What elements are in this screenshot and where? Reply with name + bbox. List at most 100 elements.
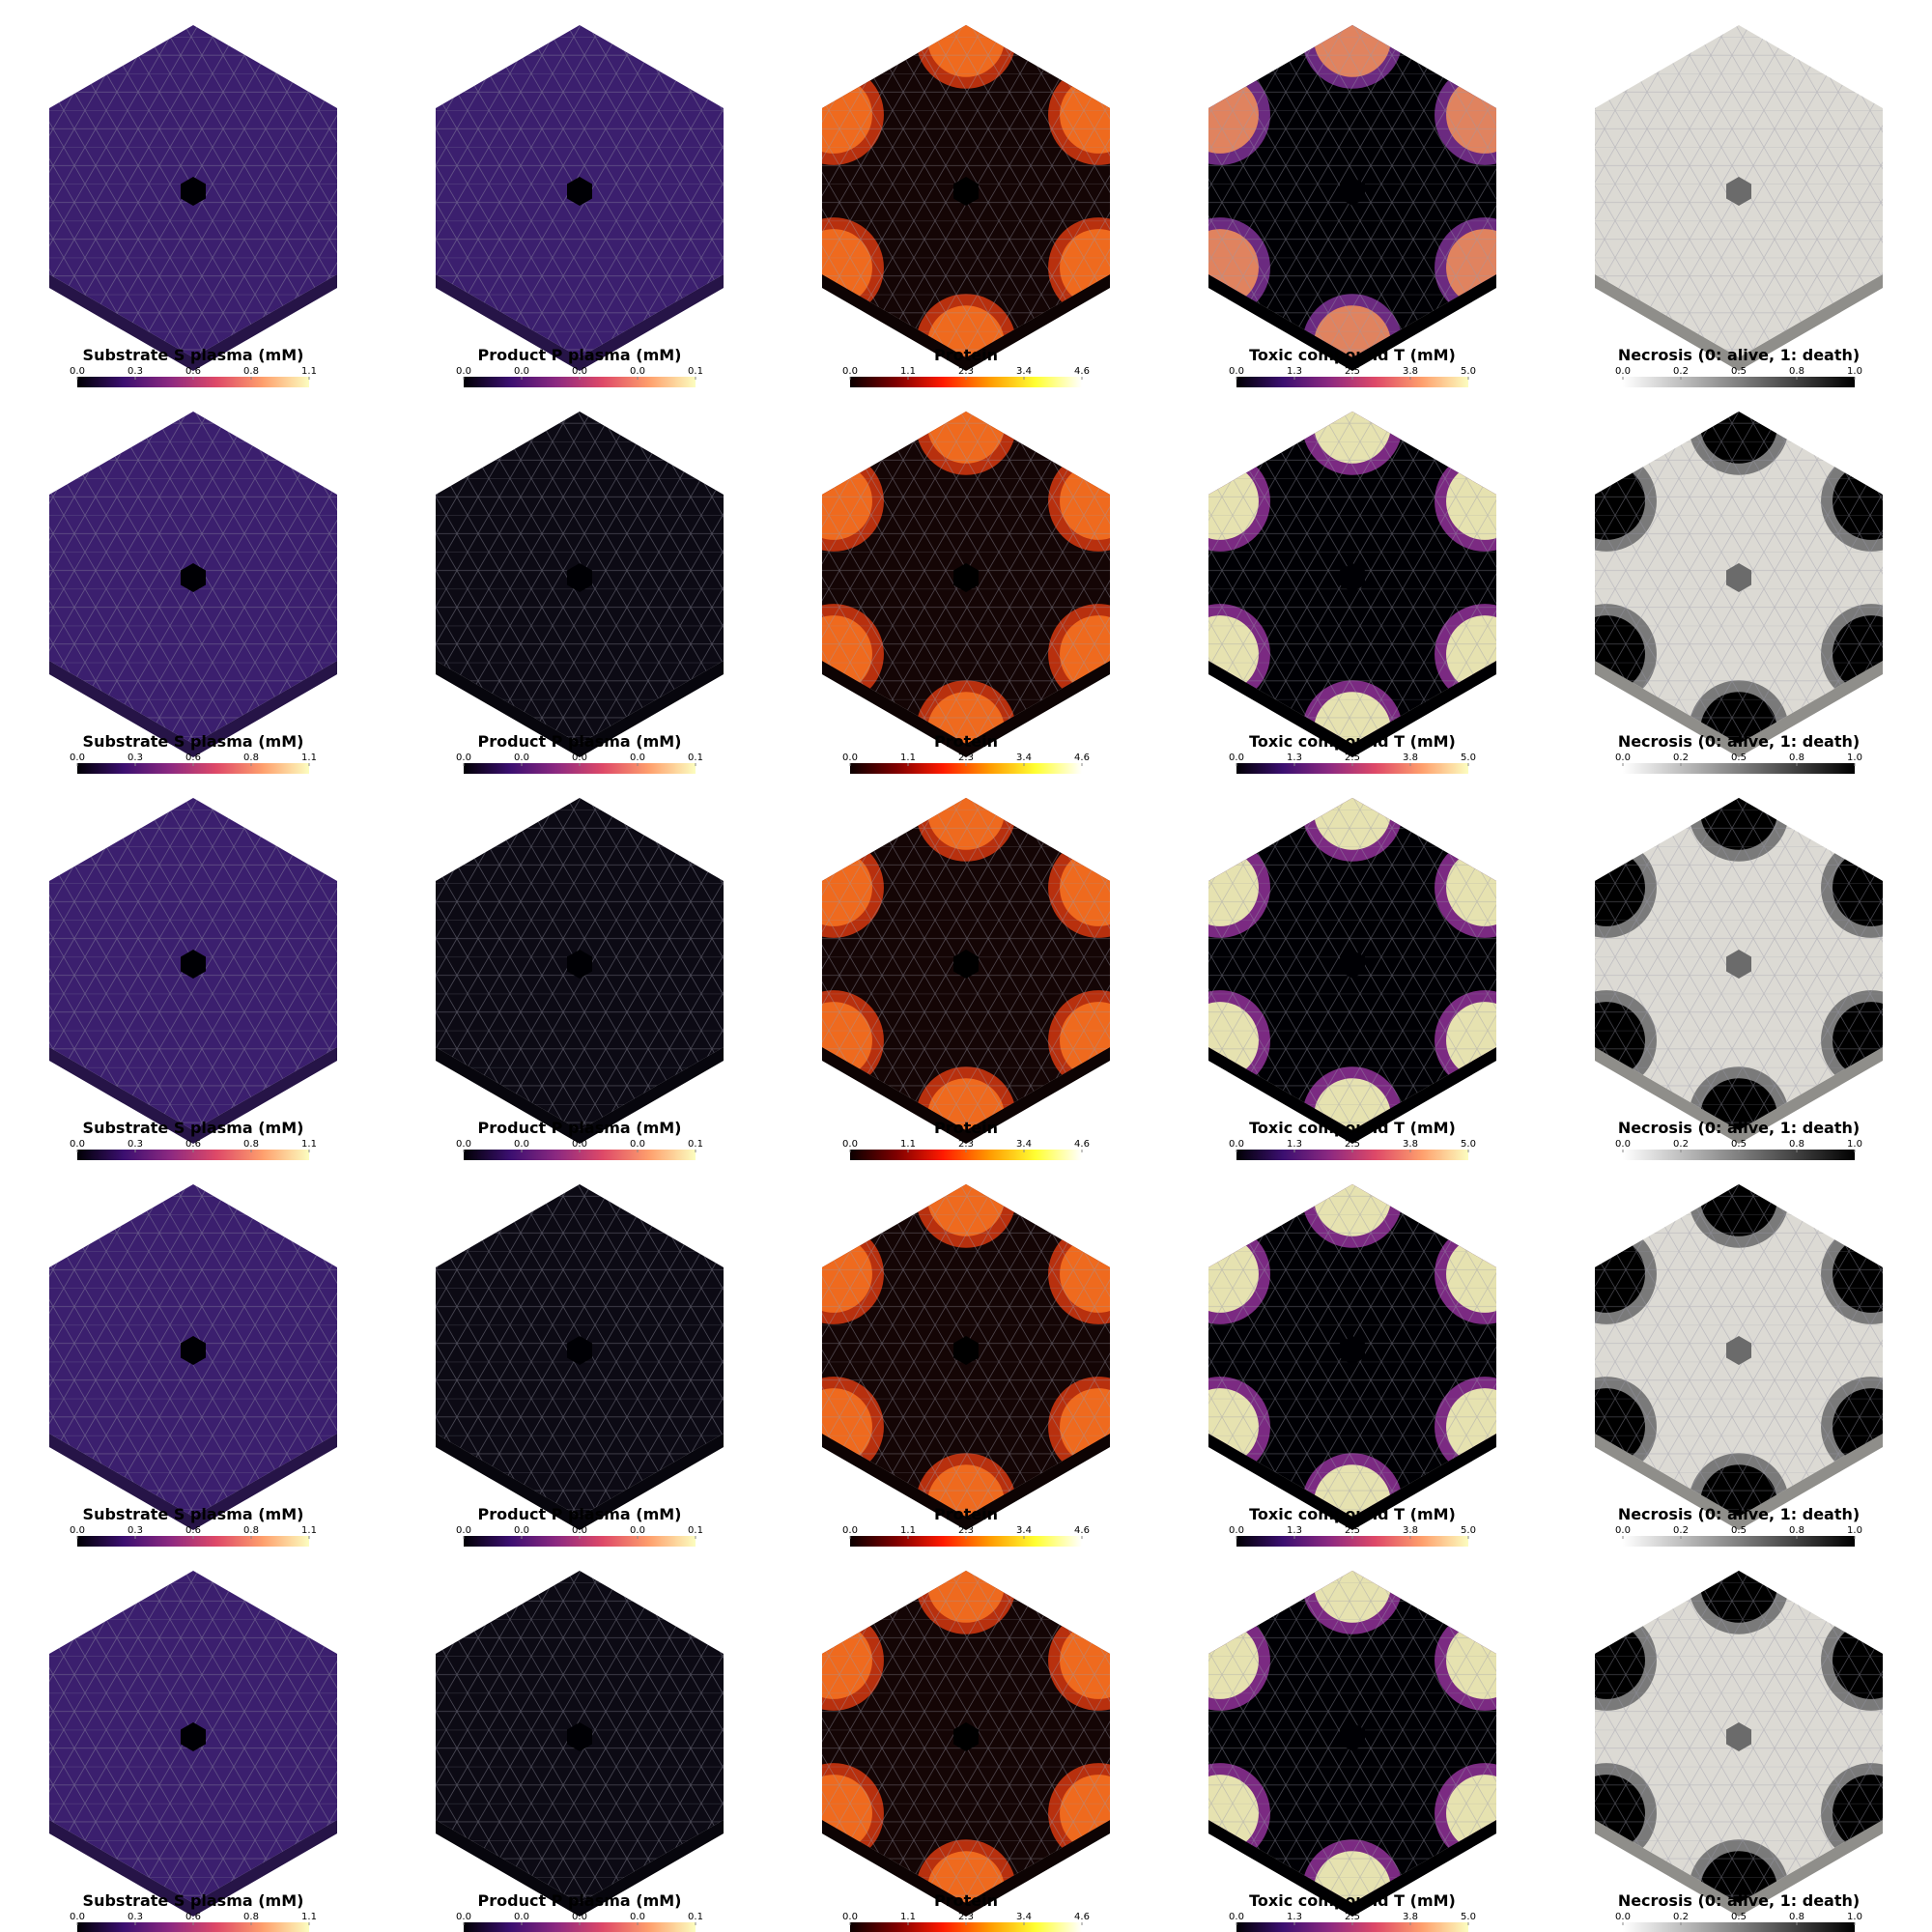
colorbar-title: Substrate S plasma (mM) [83,1505,304,1523]
colorbar-tick-label: 0.0 [842,1912,858,1922]
colorbar-tick-label: 0.0 [630,753,645,763]
panel: Product P plasma (mM) 0.0 0.0 0.0 0.0 0.1 [436,412,724,774]
colorbar-tick-label: 1.0 [1847,366,1862,377]
colorbar-tick-label: 3.8 [1403,366,1418,377]
colorbar-tick-label: 0.8 [243,1139,259,1150]
mesh-field [822,1184,1110,1517]
colorbar-title: Toxic compound T (mM) [1249,732,1456,751]
colorbar-tick-label: 3.4 [1016,366,1032,377]
center-hole [567,563,592,592]
colorbar-tick-label: 0.0 [1615,366,1631,377]
colorbar-tick-label: 0.5 [1731,1139,1747,1150]
center-hole [1340,1336,1365,1365]
colorbar-tick-label: 0.0 [70,753,85,763]
center-hole [953,950,979,979]
colorbar [850,1536,1082,1547]
colorbar [77,1150,309,1160]
colorbar-tick-label: 0.3 [128,753,143,763]
colorbar-tick-label: 0.0 [70,1912,85,1922]
colorbar-tick-label: 0.0 [514,753,529,763]
colorbar [1236,1150,1468,1160]
colorbar [1623,1150,1855,1160]
mesh-field [1208,1571,1496,1903]
colorbar-tick-label: 4.6 [1074,1912,1090,1922]
colorbar-tick-label: 0.0 [1615,1525,1631,1536]
colorbar-title: Substrate S plasma (mM) [83,1891,304,1910]
colorbar-tick-label: 1.1 [301,366,317,377]
colorbar-title: Necrosis (0: alive, 1: death) [1618,1119,1860,1137]
colorbar-tick-label: 0.0 [842,366,858,377]
colorbar-tick-label: 5.0 [1461,366,1476,377]
colorbar-tick-label: 4.6 [1074,1525,1090,1536]
colorbar-tick-label: 4.6 [1074,366,1090,377]
colorbar-tick-label: 0.8 [243,1912,259,1922]
colorbar-tick-label: 0.8 [1789,753,1804,763]
panel: Substrate S plasma (mM) 0.0 0.3 0.6 0.8 1.1 [49,798,337,1160]
panel: Toxic compound T (mM) 0.0 1.3 2.5 3.8 5.0 [1208,1184,1496,1547]
colorbar-tick-label: 0.0 [630,366,645,377]
colorbar-tick-label: 1.0 [1847,753,1862,763]
colorbar [77,377,309,387]
colorbar-tick-label: 0.0 [70,1525,85,1536]
colorbar [1236,1536,1468,1547]
colorbar-title: Toxic compound T (mM) [1249,1119,1456,1137]
colorbar-tick-label: 3.4 [1016,1525,1032,1536]
colorbar-tick-label: 0.0 [1615,1139,1631,1150]
center-hole [953,1336,979,1365]
colorbar-tick-label: 2.3 [958,1525,974,1536]
center-hole [181,1722,206,1751]
colorbar-tick-label: 0.0 [1229,366,1244,377]
colorbar-tick-label: 0.1 [688,1525,703,1536]
panel: Toxic compound T (mM) 0.0 1.3 2.5 3.8 5.0 [1208,25,1496,387]
colorbar-tick-label: 0.0 [1229,1912,1244,1922]
panel: Substrate S plasma (mM) 0.0 0.3 0.6 0.8 1.1 [49,25,337,387]
colorbar-tick-label: 0.2 [1673,366,1689,377]
colorbar-tick-label: 0.6 [185,753,201,763]
panel: Protein 0.0 1.1 2.3 3.4 4.6 [822,25,1110,387]
colorbar-tick-label: 3.4 [1016,1139,1032,1150]
colorbar-tick-label: 1.1 [900,753,916,763]
colorbar-tick-label: 4.6 [1074,753,1090,763]
colorbar-tick-label: 2.3 [958,1912,974,1922]
colorbar-tick-label: 0.1 [688,1912,703,1922]
center-hole [567,177,592,206]
colorbar-tick-label: 0.2 [1673,1139,1689,1150]
colorbar-tick-label: 2.5 [1345,1525,1360,1536]
colorbar-tick-label: 1.3 [1287,1912,1302,1922]
center-hole [1340,563,1365,592]
center-hole [1726,1722,1751,1751]
colorbar-tick-label: 2.3 [958,366,974,377]
colorbar [1623,763,1855,774]
colorbar [850,1150,1082,1160]
colorbar-title: Toxic compound T (mM) [1249,1505,1456,1523]
colorbar-tick-label: 1.1 [900,1912,916,1922]
colorbar-tick-label: 0.0 [842,1525,858,1536]
mesh-field [1208,25,1496,357]
colorbar-tick-label: 0.6 [185,366,201,377]
colorbar-title: Protein [934,1119,998,1137]
colorbar [1236,1922,1468,1932]
colorbar-tick-label: 0.8 [1789,1912,1804,1922]
colorbar-tick-label: 1.1 [301,1139,317,1150]
colorbar-tick-label: 0.5 [1731,753,1747,763]
colorbar [850,763,1082,774]
colorbar-tick-label: 1.3 [1287,1139,1302,1150]
colorbar-tick-label: 0.0 [572,366,587,377]
colorbar-title: Substrate S plasma (mM) [83,346,304,364]
colorbar-tick-label: 0.6 [185,1912,201,1922]
colorbar-tick-label: 3.8 [1403,753,1418,763]
colorbar-tick-label: 0.0 [514,1139,529,1150]
colorbar [77,1536,309,1547]
center-hole [567,950,592,979]
colorbar-tick-label: 1.1 [900,1525,916,1536]
colorbar-tick-label: 3.8 [1403,1912,1418,1922]
panel: Necrosis (0: alive, 1: death) 0.0 0.2 0.5 0.… [1595,1184,1883,1547]
colorbar-tick-label: 5.0 [1461,753,1476,763]
colorbar [850,377,1082,387]
colorbar [1623,377,1855,387]
center-hole [953,563,979,592]
colorbar [1623,1536,1855,1547]
colorbar-title: Toxic compound T (mM) [1249,346,1456,364]
colorbar-tick-label: 2.5 [1345,1139,1360,1150]
